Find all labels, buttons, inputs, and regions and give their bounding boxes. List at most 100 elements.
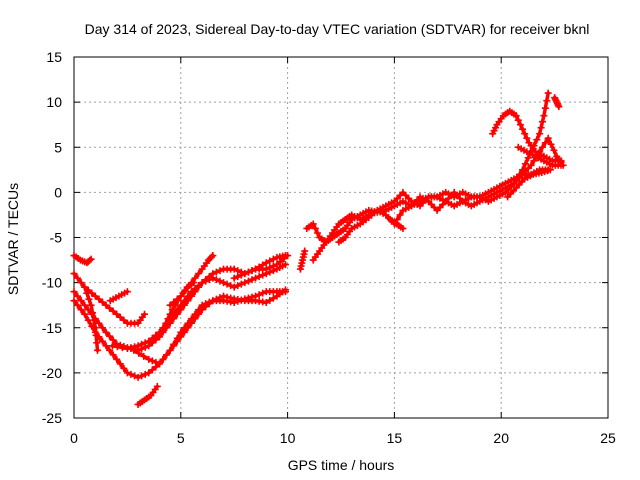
data-point-interp — [86, 256, 94, 264]
data-point-interp — [234, 282, 242, 290]
series-arc-1 — [70, 252, 95, 267]
data-point-interp — [106, 346, 114, 354]
y-tick-label: 5 — [54, 139, 62, 155]
chart-title: Day 314 of 2023, Sidereal Day-to-day VTE… — [85, 21, 590, 37]
data-point — [134, 373, 142, 381]
data-point-interp — [538, 143, 546, 151]
data-point — [284, 252, 292, 260]
data-point-interp — [543, 97, 551, 105]
data-point — [512, 112, 520, 120]
data-point — [70, 297, 78, 305]
data-point — [510, 179, 518, 187]
data-point-interp — [148, 334, 156, 342]
data-point-interp — [550, 146, 558, 154]
data-point — [241, 270, 249, 278]
data-point-interp — [92, 331, 100, 339]
data-point — [162, 319, 170, 327]
data-point-interp — [141, 339, 149, 347]
data-point-interp — [191, 310, 199, 318]
data-point — [81, 310, 89, 318]
data-point-interp — [98, 337, 106, 345]
data-point-interp — [141, 370, 149, 378]
data-point-interp — [127, 370, 135, 378]
data-point — [241, 295, 249, 303]
data-point — [102, 301, 110, 309]
data-point — [145, 337, 153, 345]
data-point-interp — [248, 267, 256, 275]
data-point — [87, 255, 95, 263]
data-point-interp — [212, 276, 220, 284]
data-point-interp — [223, 280, 231, 288]
data-point-interp — [98, 298, 106, 306]
data-point-interp — [259, 289, 267, 297]
data-point-interp — [280, 255, 288, 263]
data-point — [166, 346, 174, 354]
data-point — [108, 342, 116, 350]
y-tick-label: -25 — [42, 410, 62, 426]
data-point-interp — [120, 316, 128, 324]
data-point — [81, 301, 89, 309]
data-point — [102, 342, 110, 350]
data-point-interp — [131, 372, 139, 380]
data-point — [70, 288, 78, 296]
data-point-interp — [98, 324, 106, 332]
x-tick-label: 5 — [177, 430, 185, 446]
data-point-interp — [116, 313, 124, 321]
data-point-interp — [276, 258, 284, 266]
series-arc-9 — [134, 382, 161, 408]
data-point — [70, 270, 78, 278]
data-point-interp — [516, 121, 524, 129]
data-point-interp — [95, 295, 103, 303]
data-point-interp — [216, 267, 224, 275]
data-point-interp — [77, 297, 85, 305]
data-marks — [70, 89, 567, 408]
data-point — [145, 369, 153, 377]
series-arc-6 — [106, 288, 131, 305]
data-point — [155, 360, 163, 368]
data-point-interp — [311, 224, 319, 232]
data-point — [166, 301, 174, 309]
data-point — [230, 274, 238, 282]
data-point-interp — [184, 292, 192, 300]
data-point-interp — [89, 309, 97, 317]
data-point-interp — [159, 355, 167, 363]
data-point-interp — [244, 294, 252, 302]
data-point-interp — [244, 277, 252, 285]
series-arc-5 — [81, 283, 101, 354]
data-point-interp — [170, 298, 178, 306]
data-point-interp — [533, 136, 541, 144]
data-point — [187, 288, 195, 296]
data-point — [262, 259, 270, 267]
data-point-interp — [538, 118, 546, 126]
data-point-interp — [135, 349, 143, 357]
data-point — [281, 288, 289, 296]
data-point-interp — [113, 343, 121, 351]
y-tick-label: 10 — [46, 94, 62, 110]
data-point-interp — [266, 264, 274, 272]
data-point-interp — [83, 289, 91, 297]
data-point-interp — [74, 301, 82, 309]
data-point-interp — [184, 283, 192, 291]
data-point-interp — [207, 253, 215, 261]
y-tick-label: 0 — [54, 184, 62, 200]
data-point — [134, 342, 142, 350]
series-arc-12 — [230, 252, 292, 282]
data-point-interp — [269, 255, 277, 263]
data-point — [241, 279, 249, 287]
data-point — [557, 161, 565, 169]
data-point — [230, 283, 238, 291]
series-line — [82, 285, 100, 353]
y-axis-label: SDTVAR / TECUs — [5, 183, 21, 295]
data-point-interp — [195, 270, 203, 278]
data-point — [153, 382, 161, 390]
data-point-interp — [537, 124, 545, 132]
data-point-interp — [180, 288, 188, 296]
data-point-interp — [514, 116, 522, 124]
data-point-interp — [202, 277, 210, 285]
data-point-interp — [212, 268, 220, 276]
data-point — [91, 324, 99, 332]
data-point-interp — [180, 297, 188, 305]
data-point — [399, 224, 407, 232]
